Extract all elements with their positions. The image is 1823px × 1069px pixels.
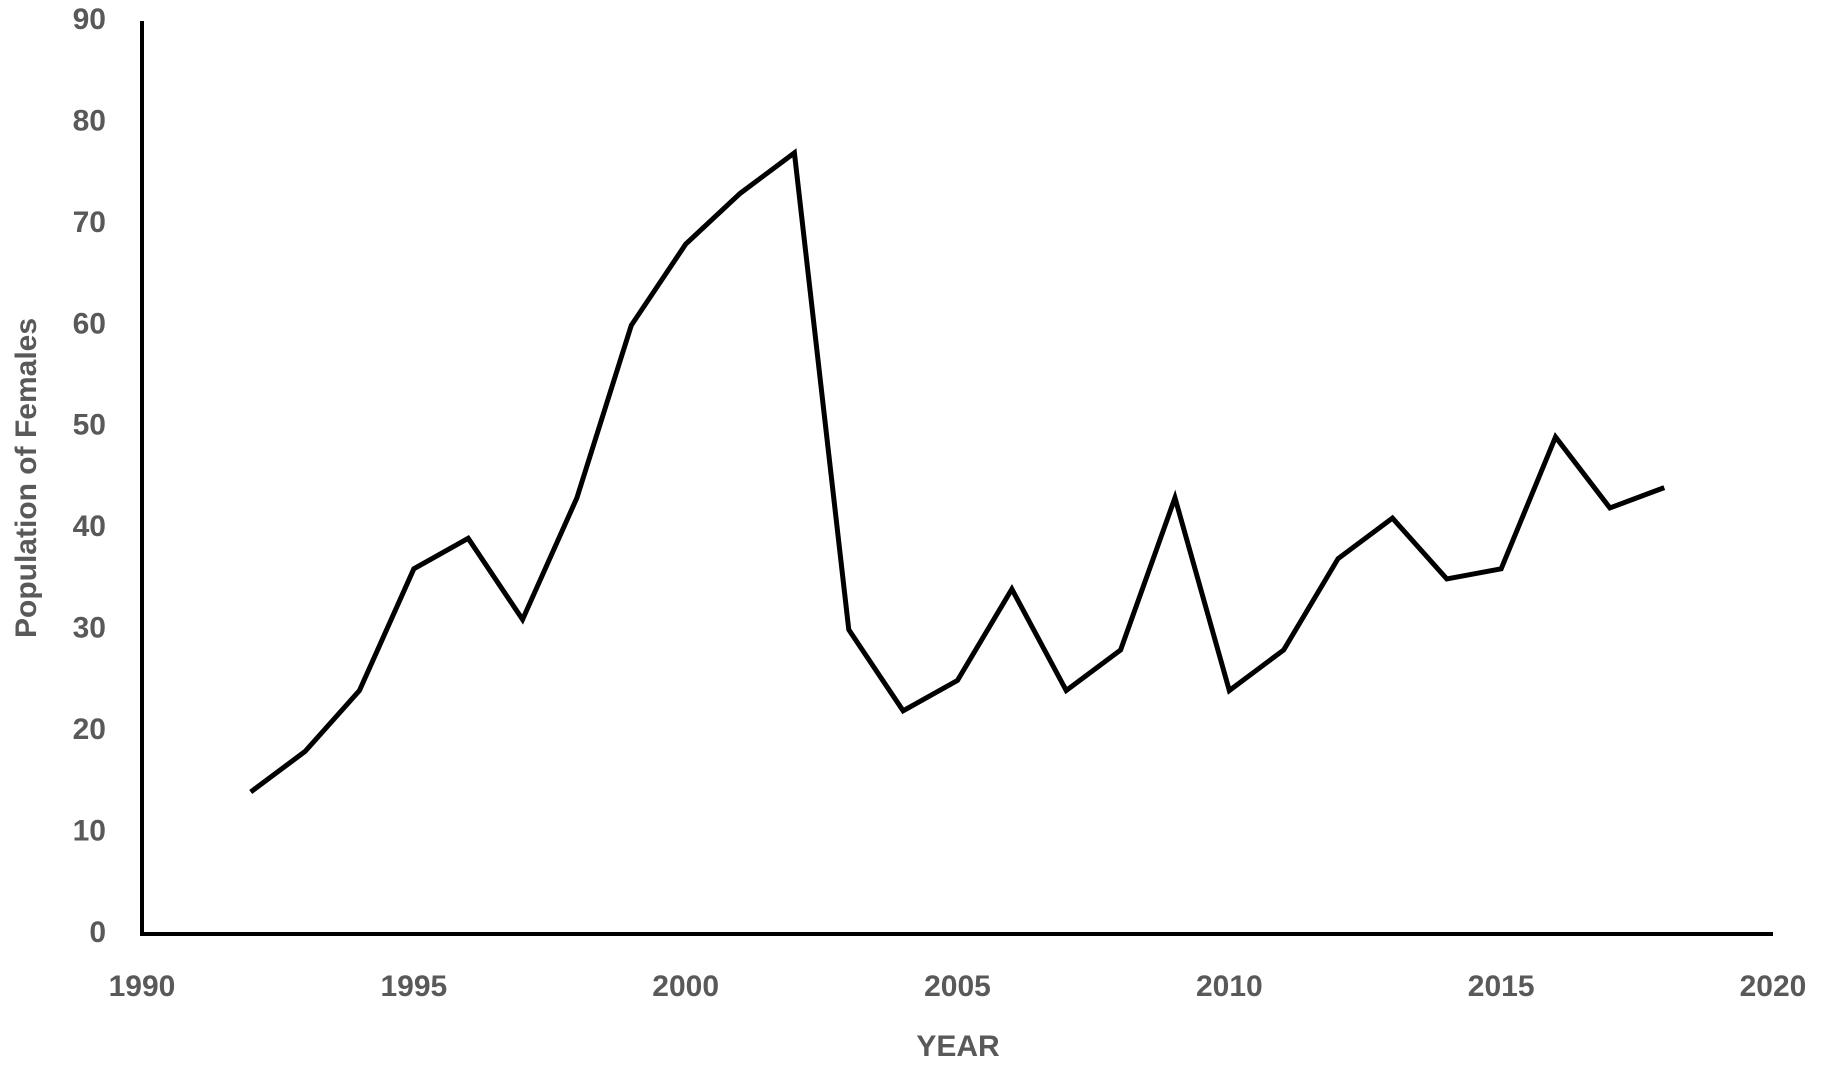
- y-tick-label: 0: [89, 916, 106, 949]
- y-tick-label: 10: [73, 814, 106, 847]
- y-tick-label: 50: [73, 409, 106, 442]
- x-tick-label: 1990: [109, 970, 176, 1003]
- x-tick-label: 2015: [1468, 970, 1535, 1003]
- y-tick-label: 90: [73, 3, 106, 36]
- y-axis-label: Population of Females: [10, 318, 43, 638]
- x-axis-label: YEAR: [916, 1030, 1000, 1063]
- data-line: [249, 148, 1666, 794]
- y-tick-label: 70: [73, 206, 106, 239]
- x-tick-label: 2020: [1740, 970, 1807, 1003]
- y-tick-label: 20: [73, 713, 106, 746]
- y-tick-label: 30: [73, 612, 106, 645]
- y-tick-label: 60: [73, 307, 106, 340]
- x-tick-label: 2010: [1196, 970, 1263, 1003]
- x-tick-label: 2005: [924, 970, 991, 1003]
- x-tick-label: 2000: [652, 970, 719, 1003]
- y-tick-label: 80: [73, 104, 106, 137]
- y-tick-label: 40: [73, 510, 106, 543]
- x-tick-label: 1995: [380, 970, 447, 1003]
